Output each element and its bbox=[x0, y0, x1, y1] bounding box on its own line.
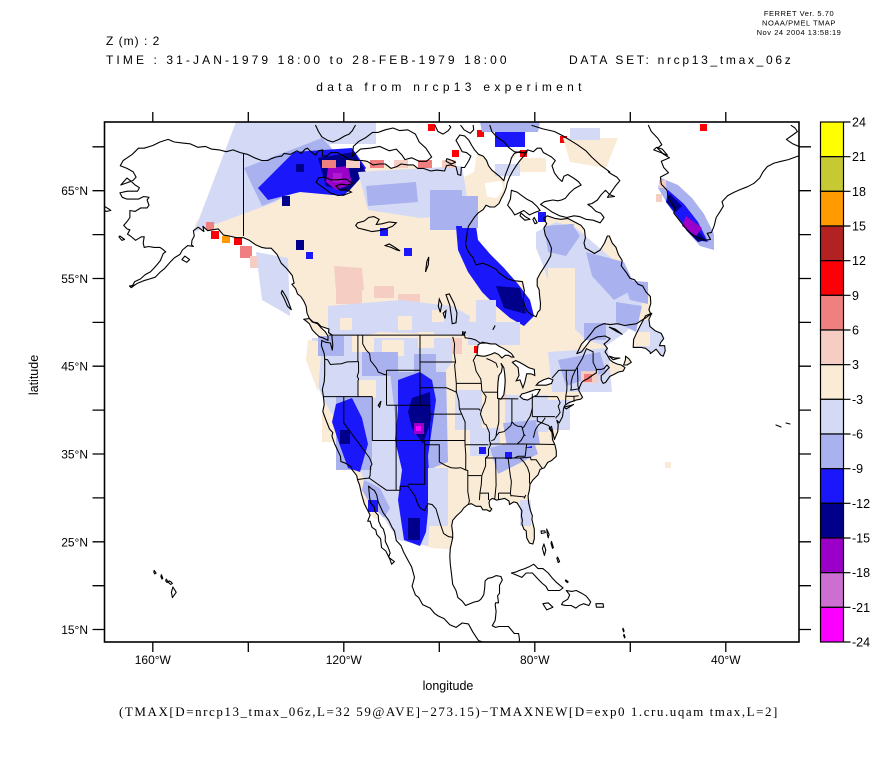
svg-text:-6: -6 bbox=[852, 428, 863, 442]
svg-text:(TMAX[D=nrcp13_tmax_06z,L=32 5: (TMAX[D=nrcp13_tmax_06z,L=32 59@AVE]−273… bbox=[119, 704, 779, 719]
svg-text:25°N: 25°N bbox=[61, 535, 88, 549]
svg-text:DATA SET: nrcp13_tmax_06z: DATA SET: nrcp13_tmax_06z bbox=[569, 53, 793, 67]
svg-text:-12: -12 bbox=[852, 497, 870, 511]
svg-text:24: 24 bbox=[852, 116, 866, 130]
svg-text:longitude: longitude bbox=[423, 679, 474, 693]
svg-text:-24: -24 bbox=[852, 636, 870, 650]
svg-text:40°W: 40°W bbox=[711, 653, 741, 667]
svg-text:FERRET Ver. 5.70: FERRET Ver. 5.70 bbox=[764, 9, 834, 18]
svg-text:35°N: 35°N bbox=[61, 448, 88, 462]
svg-text:latitude: latitude bbox=[27, 355, 41, 395]
svg-text:55°N: 55°N bbox=[61, 272, 88, 286]
svg-text:160°W: 160°W bbox=[135, 653, 172, 667]
svg-text:3: 3 bbox=[852, 358, 859, 372]
svg-text:data from nrcp13 experiment: data from nrcp13 experiment bbox=[316, 80, 586, 94]
svg-text:45°N: 45°N bbox=[61, 360, 88, 374]
svg-text:15°N: 15°N bbox=[61, 623, 88, 637]
svg-text:15: 15 bbox=[852, 220, 866, 234]
svg-text:6: 6 bbox=[852, 324, 859, 338]
svg-text:TIME : 31-JAN-1979 18:00 to 28: TIME : 31-JAN-1979 18:00 to 28-FEB-1979 … bbox=[106, 53, 510, 67]
svg-text:65°N: 65°N bbox=[61, 184, 88, 198]
svg-text:-3: -3 bbox=[852, 393, 863, 407]
svg-text:80°W: 80°W bbox=[520, 653, 550, 667]
svg-text:-15: -15 bbox=[852, 532, 870, 546]
svg-text:18: 18 bbox=[852, 185, 866, 199]
svg-text:Nov 24 2004 13:58:19: Nov 24 2004 13:58:19 bbox=[757, 28, 842, 37]
svg-text:-21: -21 bbox=[852, 601, 870, 615]
svg-text:21: 21 bbox=[852, 150, 866, 164]
svg-text:NOAA/PMEL TMAP: NOAA/PMEL TMAP bbox=[762, 19, 836, 28]
svg-text:120°W: 120°W bbox=[326, 653, 363, 667]
svg-text:12: 12 bbox=[852, 254, 866, 268]
svg-text:9: 9 bbox=[852, 289, 859, 303]
svg-text:Z (m) : 2: Z (m) : 2 bbox=[106, 34, 160, 48]
svg-text:-9: -9 bbox=[852, 462, 863, 476]
svg-text:-18: -18 bbox=[852, 566, 870, 580]
